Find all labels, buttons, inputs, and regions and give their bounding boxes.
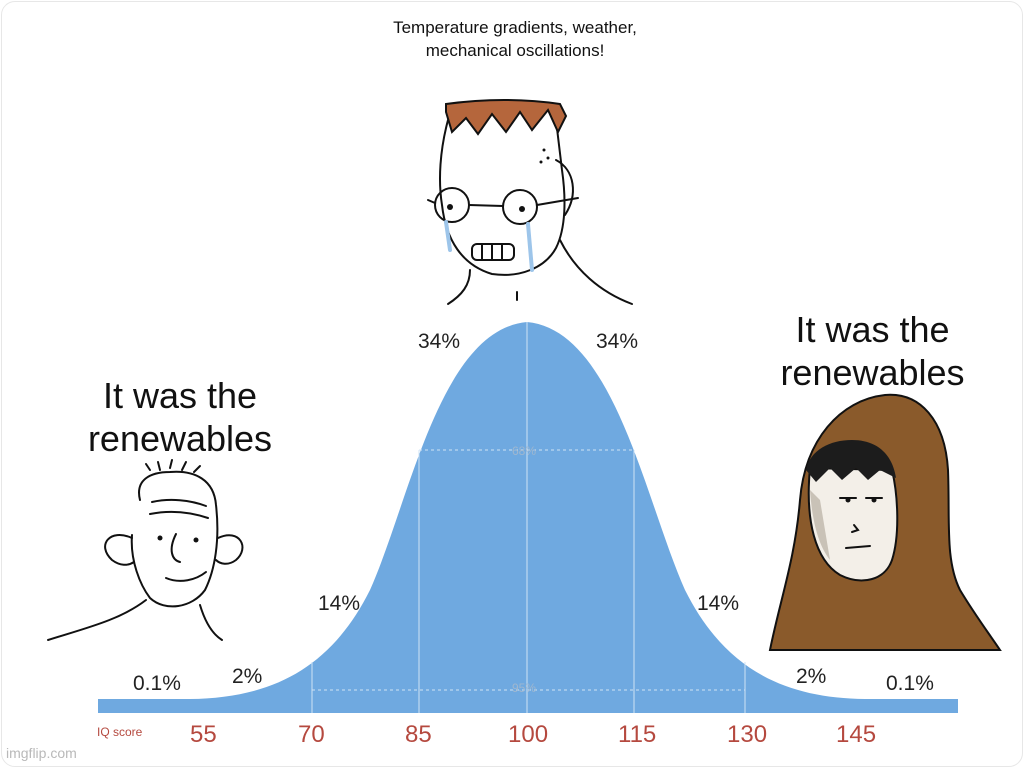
face: [807, 466, 899, 582]
percent-right-34: 34%: [596, 330, 639, 353]
hair: [445, 99, 568, 136]
tick-55: 55: [190, 721, 217, 748]
face-shadow: [810, 490, 830, 560]
percent-left-2: 2%: [232, 665, 263, 688]
percent-far-right: 0.1%: [886, 672, 934, 695]
percent-left-34: 34%: [418, 330, 461, 353]
percent-far-left: 0.1%: [133, 672, 181, 695]
tick-145: 145: [836, 721, 877, 748]
band-68-label: 68%: [512, 444, 537, 458]
middle-caption: Temperature gradients, weather, mechanic…: [393, 18, 637, 60]
left-caption: It was the renewables: [87, 375, 273, 459]
percent-right-14: 14%: [697, 592, 740, 615]
tick-70: 70: [298, 721, 325, 748]
tick-100: 100: [508, 721, 549, 748]
bell-curve: [98, 322, 958, 713]
band-95-label: 95%: [512, 681, 537, 695]
tick-115: 115: [618, 721, 657, 748]
hair-fringe: [806, 440, 896, 482]
tick-85: 85: [405, 721, 432, 748]
baseline-bar: [98, 699, 958, 713]
percent-right-2: 2%: [796, 665, 827, 688]
axis-label: IQ score: [97, 725, 143, 739]
tick-130: 130: [727, 721, 768, 748]
right-caption: It was the renewables: [780, 309, 965, 393]
watermark: imgflip.com: [6, 745, 77, 761]
percent-left-14: 14%: [318, 592, 361, 615]
